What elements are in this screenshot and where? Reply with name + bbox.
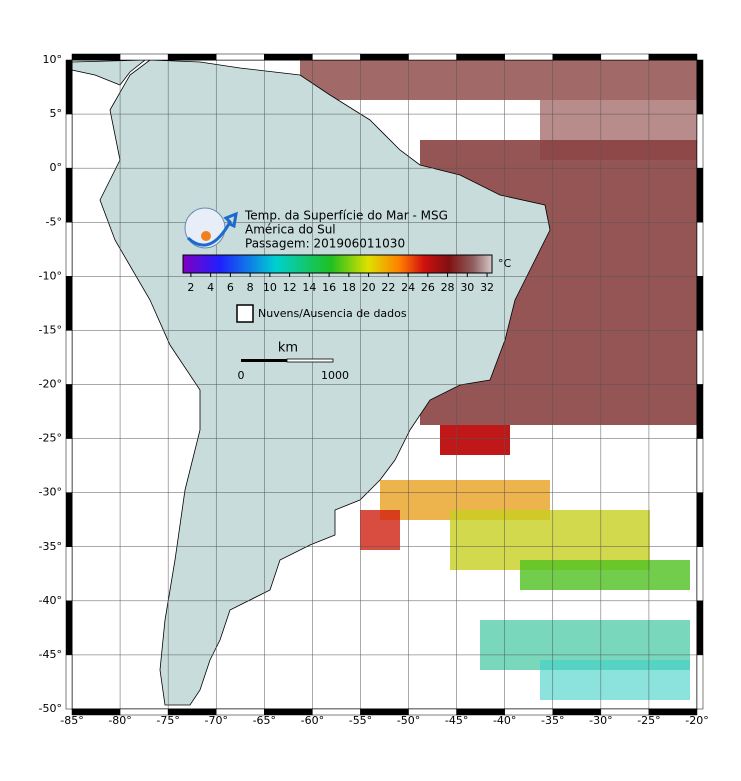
legend-label: Nuvens/Ausencia de dados (258, 307, 407, 320)
colorbar-tick-label: 14 (302, 281, 316, 294)
frame-segment (65, 384, 73, 439)
frame-segment (65, 222, 73, 277)
colorbar-tick-label: 20 (362, 281, 376, 294)
lat-tick-label: -50° (39, 702, 62, 715)
frame-segment (264, 53, 313, 61)
lon-tick-label: -80° (108, 714, 131, 727)
title-line: Passagem: 201906011030 (245, 237, 405, 251)
frame-segment (600, 53, 650, 61)
title-line: Temp. da Superfície do Mar - MSG (244, 209, 448, 223)
frame-segment (65, 330, 73, 385)
scale-bar (241, 359, 287, 362)
frame-segment (696, 654, 704, 710)
lat-tick-label: -20° (39, 378, 62, 391)
frame-segment (696, 59, 704, 115)
frame-segment (312, 53, 361, 61)
scale-unit: km (278, 341, 298, 356)
lon-tick-label: -70° (204, 714, 227, 727)
title-line: América do Sul (245, 223, 336, 237)
frame-segment (65, 492, 73, 547)
lon-tick-label: -20° (685, 714, 708, 727)
colorbar-tick-label: 16 (322, 281, 336, 294)
frame-segment (648, 53, 698, 61)
frame-segment (65, 113, 73, 169)
scale-tick-label: 1000 (321, 369, 349, 382)
legend-swatch (236, 304, 254, 323)
lat-tick-label: -10° (39, 269, 62, 282)
frame-segment (360, 53, 409, 61)
lon-tick-label: -40° (493, 714, 516, 727)
frame-segment (65, 276, 73, 331)
lon-tick-label: -30° (589, 714, 612, 727)
frame-segment (65, 600, 73, 656)
colorbar-tick-label: 28 (441, 281, 455, 294)
lat-tick-label: -35° (39, 540, 62, 553)
frame-segment (65, 546, 73, 602)
lon-tick-label: -85° (60, 714, 83, 727)
lat-tick-label: -40° (39, 594, 62, 607)
colorbar-tick-label: 10 (263, 281, 277, 294)
frame-segment (696, 546, 704, 602)
colorbar-tick-label: 6 (227, 281, 234, 294)
colorbar-tick-label: 4 (207, 281, 214, 294)
frame-segment (696, 438, 704, 493)
lat-tick-label: 10° (43, 53, 63, 66)
frame-segment (408, 53, 457, 61)
colorbar-tick-label: 18 (342, 281, 356, 294)
lon-tick-label: -50° (397, 714, 420, 727)
frame-segment (696, 600, 704, 656)
frame-segment (65, 59, 73, 115)
frame-segment (504, 53, 554, 61)
colorbar-tick-label: 22 (381, 281, 395, 294)
colorbar-tick-label: 30 (460, 281, 474, 294)
lat-tick-label: -15° (39, 323, 62, 336)
lon-tick-label: -75° (156, 714, 179, 727)
lon-tick-label: -45° (445, 714, 468, 727)
frame-segment (456, 53, 505, 61)
lat-tick-label: -45° (39, 648, 62, 661)
logo (184, 207, 238, 249)
frame-segment (65, 167, 73, 223)
frame-segment (696, 222, 704, 277)
colorbar-tick-label: 2 (187, 281, 194, 294)
frame-segment (696, 276, 704, 331)
frame-segment (65, 654, 73, 710)
scale-tick-label: 0 (238, 369, 245, 382)
frame-segment (71, 53, 121, 61)
frame-segment (119, 53, 169, 61)
colorbar-tick-label: 12 (283, 281, 297, 294)
frame-segment (167, 53, 217, 61)
lat-tick-label: -5° (46, 215, 62, 228)
lon-tick-label: -55° (349, 714, 372, 727)
frame-segment (696, 113, 704, 169)
frame-segment (696, 167, 704, 223)
lat-tick-label: 0° (50, 161, 63, 174)
colorbar-tick-label: 26 (421, 281, 435, 294)
lon-tick-label: -25° (637, 714, 660, 727)
colorbar-unit: °C (498, 257, 512, 270)
lon-tick-label: -35° (541, 714, 564, 727)
frame-segment (65, 438, 73, 493)
frame-segment (696, 492, 704, 547)
lon-tick-label: -60° (301, 714, 324, 727)
frame-segment (696, 384, 704, 439)
frame-segment (648, 708, 698, 716)
colorbar-tick-label: 24 (401, 281, 415, 294)
colorbar-tick-label: 8 (247, 281, 254, 294)
lon-tick-label: -65° (253, 714, 276, 727)
scale-bar (286, 358, 334, 363)
lat-tick-label: -30° (39, 486, 62, 499)
frame-segment (552, 53, 602, 61)
colorbar-tick-label: 32 (480, 281, 494, 294)
colorbar (182, 254, 493, 274)
lat-tick-label: 5° (50, 107, 63, 120)
lat-tick-label: -25° (39, 432, 62, 445)
frame-segment (215, 53, 265, 61)
frame-segment (696, 330, 704, 385)
